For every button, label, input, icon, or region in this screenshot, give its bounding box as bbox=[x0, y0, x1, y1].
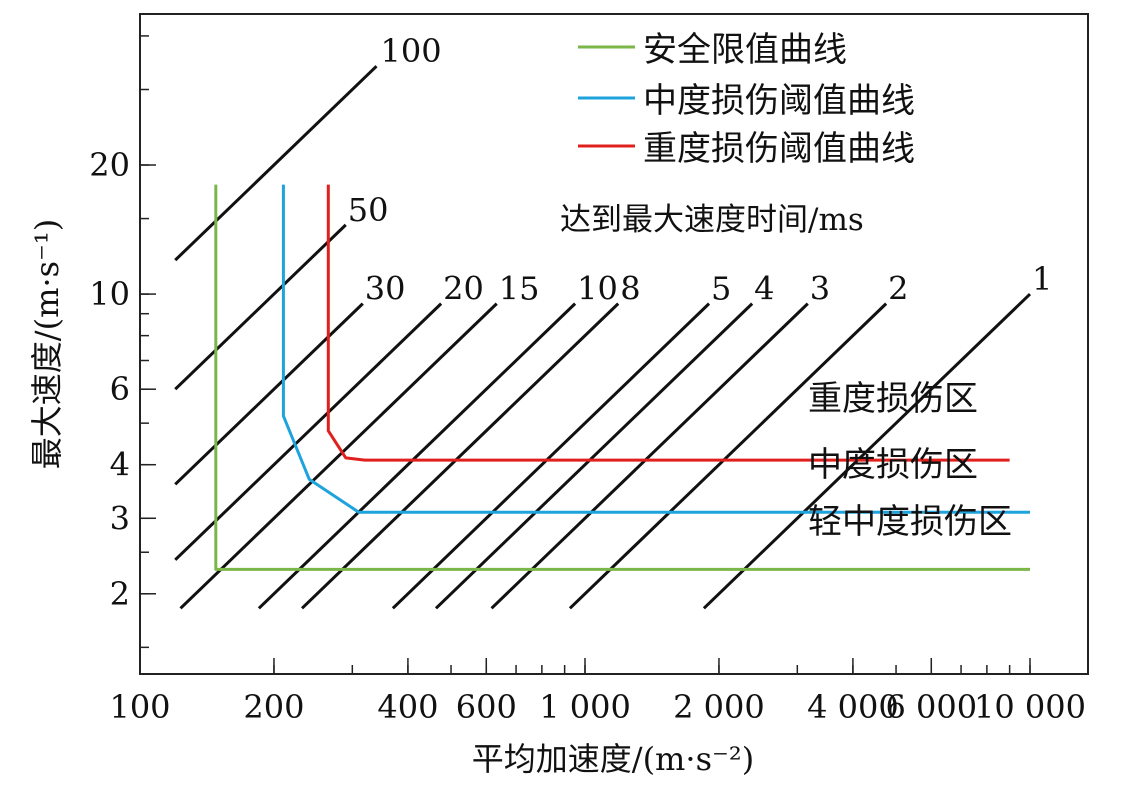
safety-limit-curve bbox=[214, 184, 1030, 571]
y-tick-label: 2 bbox=[110, 575, 130, 613]
legend: 安全限值曲线 中度损伤阈值曲线 重度损伤阈值曲线 bbox=[578, 30, 915, 169]
x-tick-label: 2 000 bbox=[673, 688, 765, 726]
time-line-label-20ms: 20 bbox=[443, 270, 484, 308]
time-line-label-5ms: 5 bbox=[711, 270, 731, 308]
time-line-8ms bbox=[300, 302, 620, 610]
y-axis: 2 3 4 6 10 20 bbox=[89, 35, 156, 649]
x-tick-label: 4 000 bbox=[807, 688, 899, 726]
time-line-2ms bbox=[568, 302, 888, 610]
moderate-injury-curve bbox=[281, 184, 1030, 514]
time-line-label-10ms: 10 bbox=[577, 270, 618, 308]
y-tick-label: 10 bbox=[89, 275, 130, 313]
time-line-100ms bbox=[174, 65, 378, 262]
time-line-3ms bbox=[490, 302, 809, 610]
time-line-label-8ms: 8 bbox=[620, 270, 640, 308]
time-lines-title: 达到最大速度时间/ms bbox=[560, 202, 864, 238]
time-line-10ms bbox=[257, 302, 577, 610]
series-lines bbox=[214, 184, 1030, 571]
x-tick-label: 600 bbox=[456, 688, 517, 726]
time-line-4ms bbox=[434, 302, 754, 610]
region-label-severe: 重度损伤区 bbox=[808, 379, 978, 419]
x-tick-label: 10 000 bbox=[974, 688, 1086, 726]
time-line-label-30ms: 30 bbox=[365, 270, 406, 308]
time-line-15ms bbox=[179, 302, 498, 610]
y-axis-label: 最大速度/(m·s⁻¹) bbox=[28, 219, 66, 469]
time-lines: 100 50 30 20 15 10 8 5 4 3 2 1 bbox=[174, 32, 1052, 610]
plot-area bbox=[139, 13, 1089, 675]
severe-injury-curve bbox=[326, 184, 1010, 462]
legend-label-moderate: 中度损伤阈值曲线 bbox=[643, 81, 915, 121]
region-label-moderate: 中度损伤区 bbox=[808, 445, 978, 485]
y-tick-label: 4 bbox=[110, 446, 130, 484]
time-line-label-3ms: 3 bbox=[810, 270, 830, 308]
region-label-light-moderate: 轻中度损伤区 bbox=[808, 502, 1012, 542]
plot-frame bbox=[139, 13, 1089, 675]
y-tick-label: 3 bbox=[110, 499, 130, 537]
x-tick-label: 1 000 bbox=[539, 688, 631, 726]
time-line-30ms bbox=[174, 302, 364, 486]
x-tick-label: 400 bbox=[377, 688, 438, 726]
y-tick-label: 6 bbox=[110, 370, 130, 408]
x-tick-label: 6 000 bbox=[885, 688, 977, 726]
time-line-label-4ms: 4 bbox=[754, 270, 774, 308]
time-line-1ms bbox=[702, 293, 1032, 610]
legend-label-severe: 重度损伤阈值曲线 bbox=[643, 129, 915, 169]
time-line-label-2ms: 2 bbox=[888, 270, 908, 308]
time-line-label-15ms: 15 bbox=[499, 270, 540, 308]
y-tick-label: 20 bbox=[89, 146, 130, 184]
time-line-label-100ms: 100 bbox=[381, 32, 442, 70]
time-line-label-50ms: 50 bbox=[348, 191, 389, 229]
x-tick-label: 100 bbox=[109, 688, 170, 726]
time-line-50ms bbox=[174, 223, 347, 391]
time-line-label-1ms: 1 bbox=[1032, 260, 1052, 298]
x-axis-label: 平均加速度/(m·s⁻²) bbox=[472, 740, 754, 778]
time-line-5ms bbox=[391, 302, 711, 610]
x-tick-label: 200 bbox=[243, 688, 304, 726]
time-line-20ms bbox=[174, 302, 443, 561]
legend-label-safety: 安全限值曲线 bbox=[643, 30, 847, 70]
